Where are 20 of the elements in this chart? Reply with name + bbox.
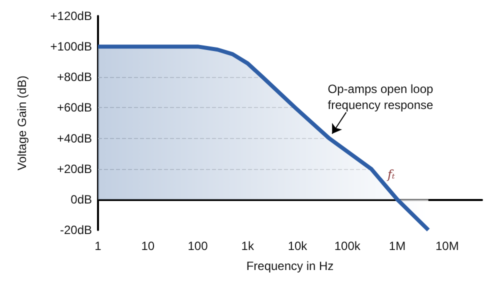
x-tick-label: 1M — [388, 239, 406, 253]
annotation: Op-amps open loop frequency response — [328, 82, 434, 112]
y-axis-title: Voltage Gain (dB) — [15, 76, 29, 170]
x-tick-label: 10M — [435, 239, 459, 253]
x-tick-label: 1 — [94, 239, 102, 253]
y-tick-label: +20dB — [56, 162, 92, 176]
y-tick-label: +80dB — [56, 70, 92, 84]
x-tick-label: 10 — [141, 239, 155, 253]
y-tick-label: 0dB — [70, 192, 92, 206]
x-tick-label: 100k — [334, 239, 362, 253]
y-tick-label: -20dB — [60, 223, 92, 237]
x-tick-label: 1k — [241, 239, 255, 253]
y-tick-label: +120dB — [50, 9, 92, 23]
y-tick-label: +40dB — [56, 131, 92, 146]
annotation: fₜ — [386, 167, 395, 182]
x-tick-label: 100 — [188, 239, 208, 253]
x-axis-title: Frequency in Hz — [246, 259, 334, 273]
x-tick-label: 10k — [288, 239, 308, 253]
y-tick-label: +100dB — [50, 40, 92, 54]
y-tick-label: +60dB — [56, 100, 92, 115]
